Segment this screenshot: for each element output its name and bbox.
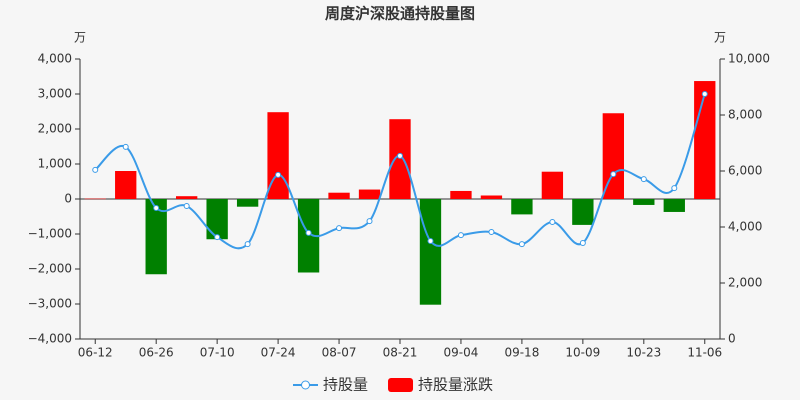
y2-tick-label: 8,000 [728, 108, 762, 122]
x-tick-label: 11-06 [687, 346, 722, 360]
bar [602, 113, 624, 199]
legend-label: 持股量涨跌 [418, 376, 493, 394]
bar [236, 199, 259, 207]
x-tick-label: 09-18 [504, 346, 539, 360]
line-point [671, 185, 678, 192]
bar [541, 171, 564, 199]
line-point [153, 204, 160, 211]
line-point [427, 238, 434, 244]
bar [633, 199, 655, 205]
line-point [336, 225, 343, 232]
line-point [488, 229, 495, 236]
bar [694, 81, 716, 199]
y-tick-label: −3,000 [28, 297, 72, 311]
line-point [244, 241, 251, 248]
y2-tick-label: 4,000 [728, 220, 762, 234]
x-tick-label: 08-07 [322, 346, 357, 360]
bar [450, 190, 472, 199]
line-point [214, 234, 221, 241]
y-tick-label: 1,000 [38, 157, 72, 171]
line-point [183, 203, 190, 209]
chart-title: 周度沪深股通持股量图 [325, 5, 475, 23]
bar [511, 199, 533, 215]
y-tick-label: −1,000 [28, 227, 72, 241]
x-tick-label: 06-26 [139, 346, 174, 360]
x-tick-label: 06-12 [78, 346, 113, 360]
line-point [122, 143, 129, 150]
bar [389, 119, 411, 199]
y-tick-label: −2,000 [28, 262, 72, 276]
bar [176, 196, 198, 199]
line-point [701, 91, 708, 97]
line-point [518, 241, 525, 248]
legend-swatch [388, 378, 414, 392]
line-point [275, 171, 282, 178]
x-tick-label: 10-09 [565, 346, 600, 360]
bar [663, 199, 685, 212]
y2-tick-label: 10,000 [728, 52, 770, 66]
bar [419, 199, 442, 305]
x-tick-label: 10-23 [626, 346, 661, 360]
y-tick-label: 0 [64, 192, 72, 206]
legend-swatch [301, 380, 310, 390]
y-tick-label: 3,000 [38, 87, 72, 101]
bar [206, 199, 228, 240]
legend-label: 持股量 [323, 376, 368, 394]
line-point [305, 229, 312, 236]
x-tick-label: 09-04 [444, 346, 479, 360]
y2-unit: 万 [714, 31, 726, 45]
bar [84, 198, 106, 200]
line-point [549, 218, 556, 225]
y2-tick-label: 0 [728, 332, 736, 346]
y-tick-label: 4,000 [38, 52, 72, 66]
y2-tick-label: 2,000 [728, 276, 762, 290]
bar [572, 199, 594, 225]
x-tick-label: 07-24 [261, 346, 296, 360]
line-point [610, 171, 617, 178]
line-point [457, 232, 464, 239]
line-point [640, 176, 647, 183]
line-point [92, 166, 99, 173]
x-tick-label: 08-21 [383, 346, 418, 360]
line-point [579, 239, 586, 246]
bar [358, 189, 381, 199]
y2-tick-label: 6,000 [728, 164, 762, 178]
bar [115, 171, 137, 199]
line-point [397, 152, 403, 159]
line-point [366, 218, 373, 225]
y-unit: 万 [74, 31, 86, 45]
x-tick-label: 07-10 [200, 346, 235, 360]
bar [480, 195, 503, 199]
bar [145, 199, 167, 275]
y-tick-label: −4,000 [28, 332, 72, 346]
y-tick-label: 2,000 [38, 122, 72, 136]
bar [328, 192, 350, 199]
